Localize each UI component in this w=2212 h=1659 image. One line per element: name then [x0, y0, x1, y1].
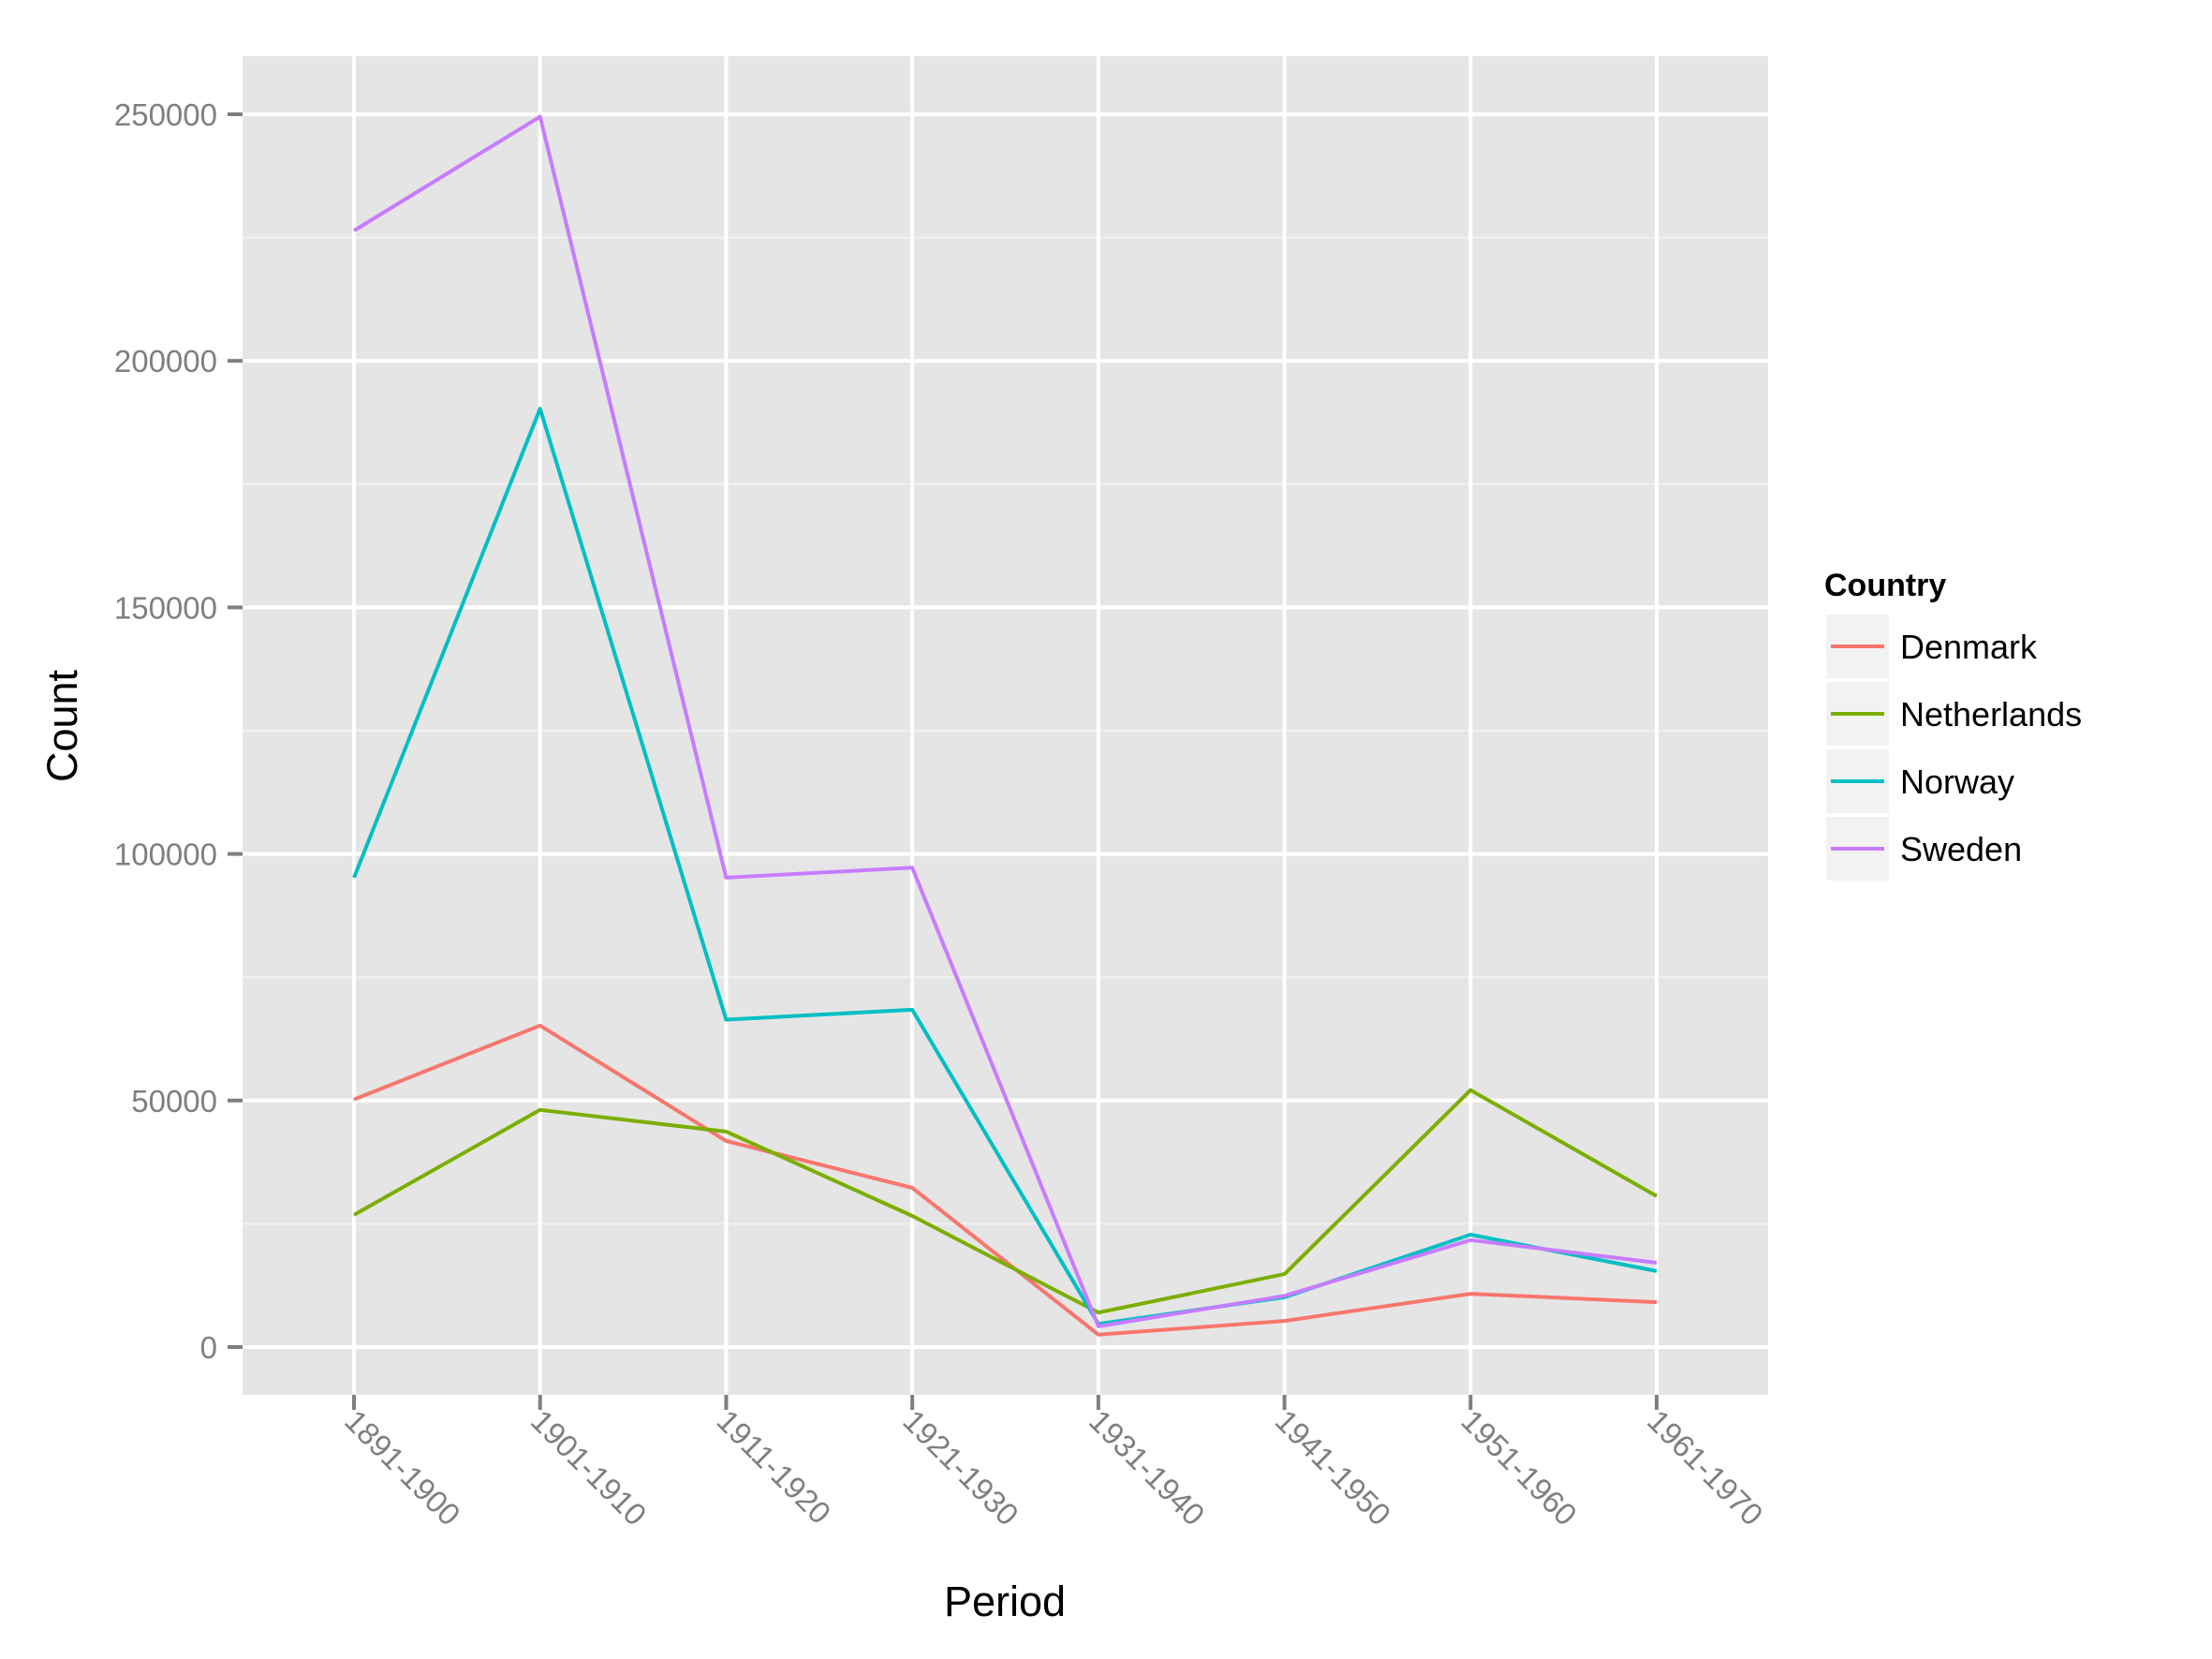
x-tick-label: 1961-1970 — [1641, 1403, 1770, 1533]
y-tick-label: 250000 — [114, 97, 217, 132]
legend-label: Denmark — [1900, 628, 2038, 666]
plot-panel — [243, 56, 1768, 1395]
data-series — [352, 114, 1658, 1337]
x-tick-label: 1931-1940 — [1083, 1403, 1212, 1533]
legend: Country Denmark Netherlands Norway Sweden — [1824, 568, 2082, 881]
series-line-netherlands — [353, 1088, 1658, 1315]
y-axis-title: Count — [38, 669, 86, 782]
legend-item-norway: Norway — [1826, 749, 2014, 813]
y-tick-label: 100000 — [114, 837, 217, 872]
legend-item-sweden: Sweden — [1826, 817, 2022, 881]
x-tick-label: 1921-1930 — [896, 1403, 1025, 1533]
x-tick-label: 1911-1920 — [710, 1403, 837, 1531]
x-axis-title: Period — [944, 1578, 1066, 1625]
legend-title: Country — [1824, 568, 1946, 603]
y-tick-label: 200000 — [114, 344, 217, 378]
major-gridlines — [243, 56, 1768, 1395]
y-axis: 0 50000 100000 150000 200000 250000 — [114, 97, 243, 1365]
legend-label: Sweden — [1900, 830, 2022, 868]
x-tick-label: 1891-1900 — [338, 1403, 467, 1533]
y-tick-label: 50000 — [131, 1084, 217, 1118]
series-line-sweden — [352, 114, 1658, 1328]
minor-gridlines — [243, 236, 1768, 1225]
legend-item-netherlands: Netherlands — [1826, 682, 2082, 746]
x-tick-label: 1901-1910 — [524, 1403, 654, 1533]
y-tick-label: 0 — [200, 1330, 217, 1365]
x-tick-label: 1941-1950 — [1269, 1403, 1398, 1533]
legend-item-denmark: Denmark — [1826, 615, 2038, 678]
legend-label: Netherlands — [1900, 695, 2082, 733]
y-tick-label: 150000 — [114, 590, 217, 625]
legend-label: Norway — [1900, 763, 2014, 801]
series-line-denmark — [353, 1023, 1658, 1337]
x-tick-label: 1951-1960 — [1454, 1403, 1584, 1533]
series-line-norway — [352, 407, 1658, 1326]
x-axis: 1891-1900 1901-1910 1911-1920 1921-1930 1931… — [338, 1395, 1770, 1533]
